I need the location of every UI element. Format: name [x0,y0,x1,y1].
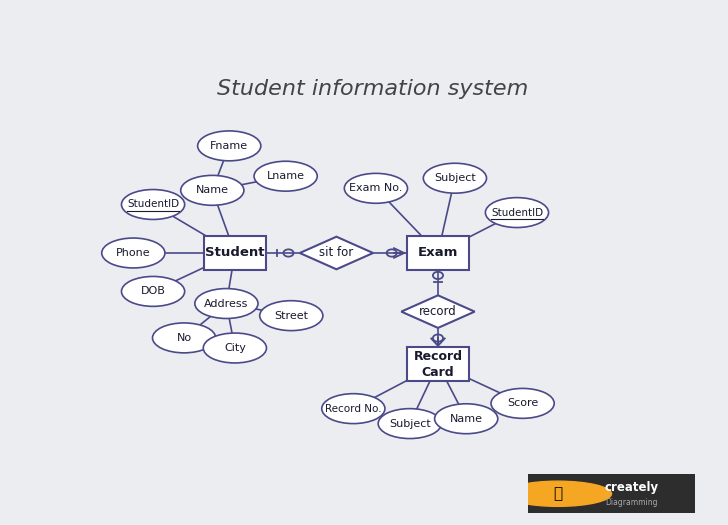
Ellipse shape [197,131,261,161]
Ellipse shape [254,161,317,191]
Text: Student: Student [205,247,264,259]
Text: creately: creately [604,481,659,495]
Text: Diagramming: Diagramming [606,498,658,507]
FancyBboxPatch shape [407,347,469,381]
Text: Lname: Lname [266,171,304,181]
Text: record: record [419,305,457,318]
Text: DOB: DOB [141,287,165,297]
Text: StudentID: StudentID [491,207,543,217]
Ellipse shape [122,277,185,307]
Text: Subject: Subject [434,173,476,183]
Text: Record No.: Record No. [325,404,381,414]
FancyBboxPatch shape [407,236,469,270]
Polygon shape [300,237,373,269]
FancyBboxPatch shape [204,236,266,270]
Text: 💡: 💡 [553,486,563,501]
Text: Student information system: Student information system [218,79,529,99]
Ellipse shape [102,238,165,268]
Ellipse shape [122,190,185,219]
Text: Fname: Fname [210,141,248,151]
Text: Exam: Exam [418,247,458,259]
Ellipse shape [260,301,323,331]
Text: City: City [224,343,246,353]
Ellipse shape [203,333,266,363]
Text: Subject: Subject [389,418,431,428]
Text: Exam No.: Exam No. [349,183,403,193]
Ellipse shape [181,175,244,205]
Text: StudentID: StudentID [127,200,179,209]
Text: Address: Address [205,299,248,309]
Ellipse shape [152,323,215,353]
FancyBboxPatch shape [520,472,704,516]
Ellipse shape [435,404,498,434]
Text: Score: Score [507,398,538,408]
Text: Name: Name [450,414,483,424]
Text: Street: Street [274,311,308,321]
Ellipse shape [344,173,408,203]
Circle shape [505,481,612,506]
Ellipse shape [195,289,258,319]
Ellipse shape [322,394,385,424]
Text: Phone: Phone [116,248,151,258]
Polygon shape [401,296,475,328]
Ellipse shape [486,197,549,227]
Text: No: No [176,333,191,343]
Ellipse shape [491,388,554,418]
Ellipse shape [423,163,486,193]
Text: Name: Name [196,185,229,195]
Text: Record
Card: Record Card [414,350,462,379]
Ellipse shape [378,408,441,438]
Text: sit for: sit for [320,247,354,259]
